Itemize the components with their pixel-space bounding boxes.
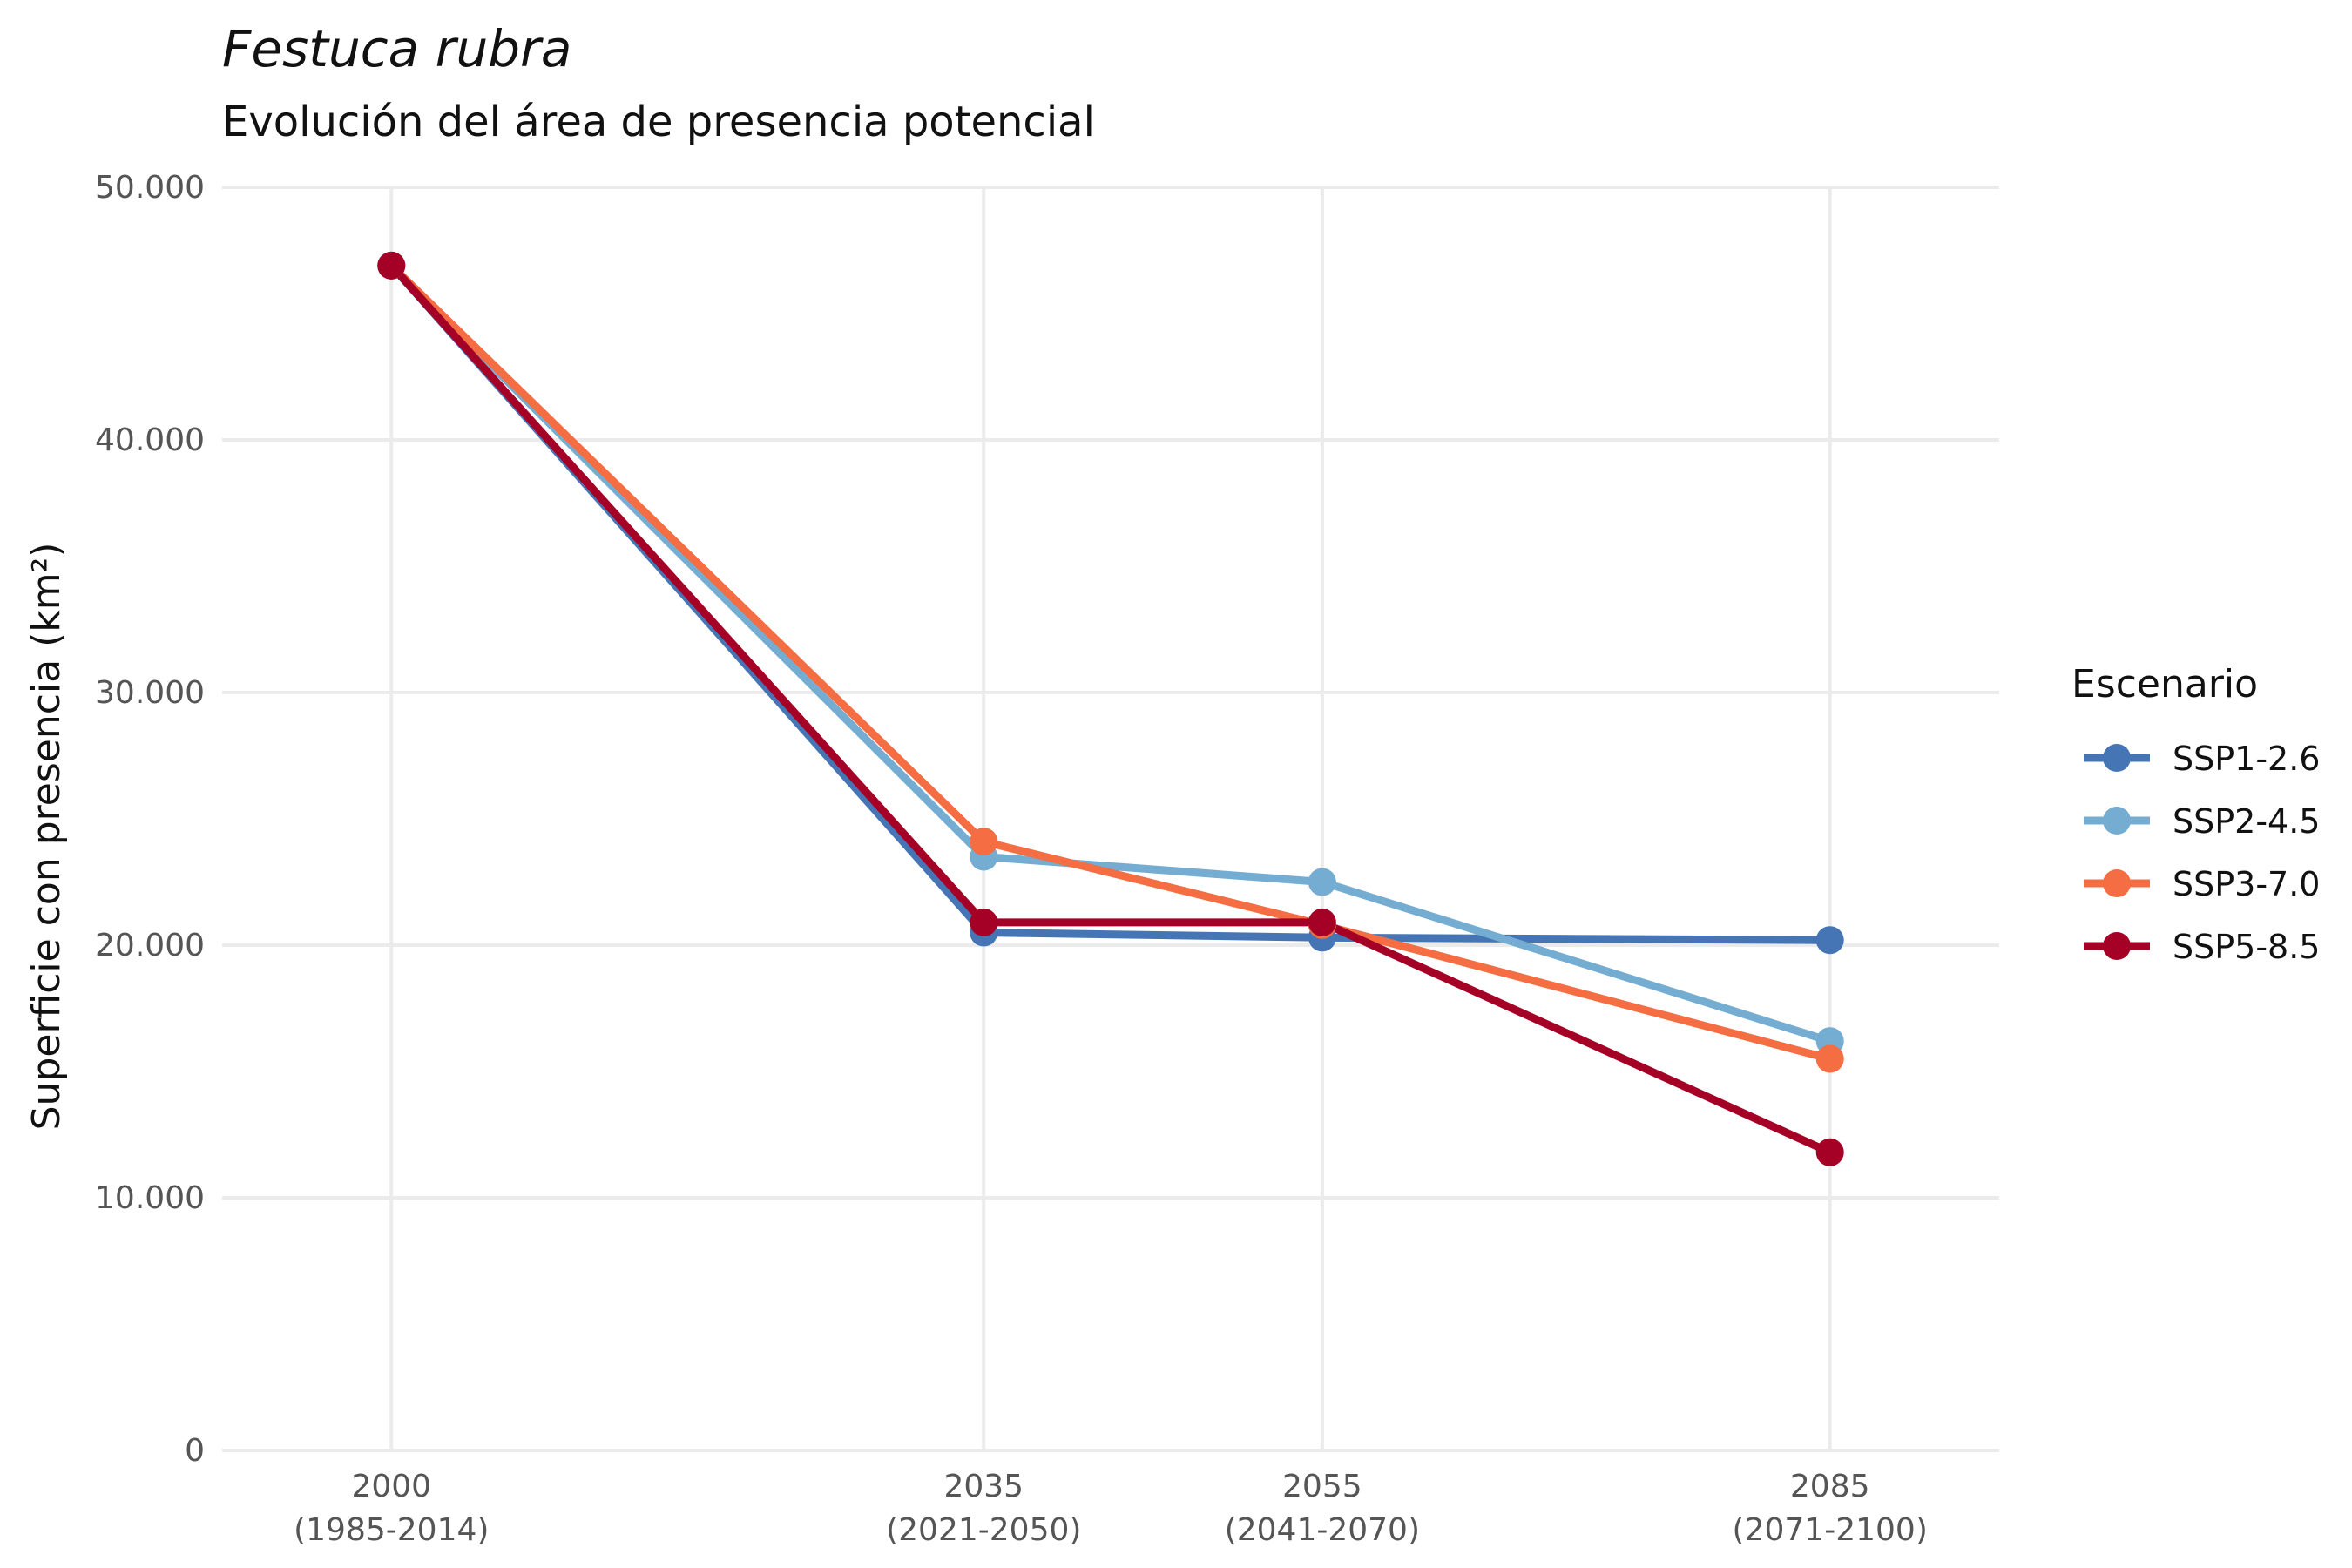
y-axis-label: Superficie con presencia (km²) [24, 543, 69, 1131]
x-tick-sublabel: (2021-2050) [886, 1512, 1081, 1548]
x-tick-sublabel: (2071-2100) [1733, 1512, 1928, 1548]
series-line-SSP5-8.5 [387, 261, 1835, 1157]
series-line-SSP3-7.0 [387, 261, 1835, 1063]
data-point-SSP3-7.0 [1815, 1044, 1844, 1073]
y-tick-label: 20.000 [95, 928, 205, 963]
legend-key-marker [2103, 932, 2131, 960]
y-tick-label: 30.000 [95, 675, 205, 711]
data-point-SSP5-8.5 [1815, 1138, 1844, 1166]
legend-key-marker [2103, 869, 2131, 897]
legend-label: SSP5-8.5 [2173, 928, 2320, 966]
data-point-SSP5-8.5 [1308, 908, 1336, 936]
y-tick-label: 0 [185, 1433, 205, 1469]
y-axis: 0 10.000 20.000 30.000 40.000 50.000 [95, 170, 205, 1469]
x-tick-label: 2000 [351, 1469, 431, 1504]
series-line-SSP2-4.5 [387, 261, 1835, 1045]
legend-key-marker [2103, 807, 2131, 835]
series [377, 251, 1844, 1166]
data-point-SSP2-4.5 [1308, 868, 1336, 896]
data-point-SSP3-7.0 [970, 828, 998, 856]
legend-label: SSP2-4.5 [2173, 802, 2320, 841]
chart-subtitle: Evolución del área de presencia potencia… [222, 98, 1095, 146]
data-point-SSP1-2.6 [1815, 926, 1844, 955]
x-tick-sublabel: (2041-2070) [1225, 1512, 1420, 1548]
legend-label: SSP3-7.0 [2173, 865, 2320, 903]
y-tick-label: 40.000 [95, 422, 205, 458]
data-point-SSP5-8.5 [970, 908, 998, 936]
x-tick-label: 2035 [943, 1469, 1024, 1504]
data-point-SSP5-8.5 [377, 251, 406, 280]
legend-title: Escenario [2072, 662, 2258, 706]
x-axis: 2000 (1985-2014) 2035 (2021-2050) 2055 (2041-… [294, 1469, 1928, 1548]
legend-label: SSP1-2.6 [2173, 740, 2320, 778]
legend: Escenario SSP1-2.6 SSP2-4.5 SSP3-7.0 SSP5-8… [2072, 662, 2320, 966]
x-tick-label: 2085 [1790, 1469, 1870, 1504]
chart-title: Festuca rubra [222, 19, 571, 78]
x-tick-label: 2055 [1282, 1469, 1362, 1504]
y-tick-label: 10.000 [95, 1180, 205, 1216]
series-line-SSP1-2.6 [387, 261, 1835, 944]
y-tick-label: 50.000 [95, 170, 205, 206]
legend-key-marker [2103, 744, 2131, 772]
grid [222, 186, 1999, 1452]
x-tick-sublabel: (1985-2014) [294, 1512, 489, 1548]
